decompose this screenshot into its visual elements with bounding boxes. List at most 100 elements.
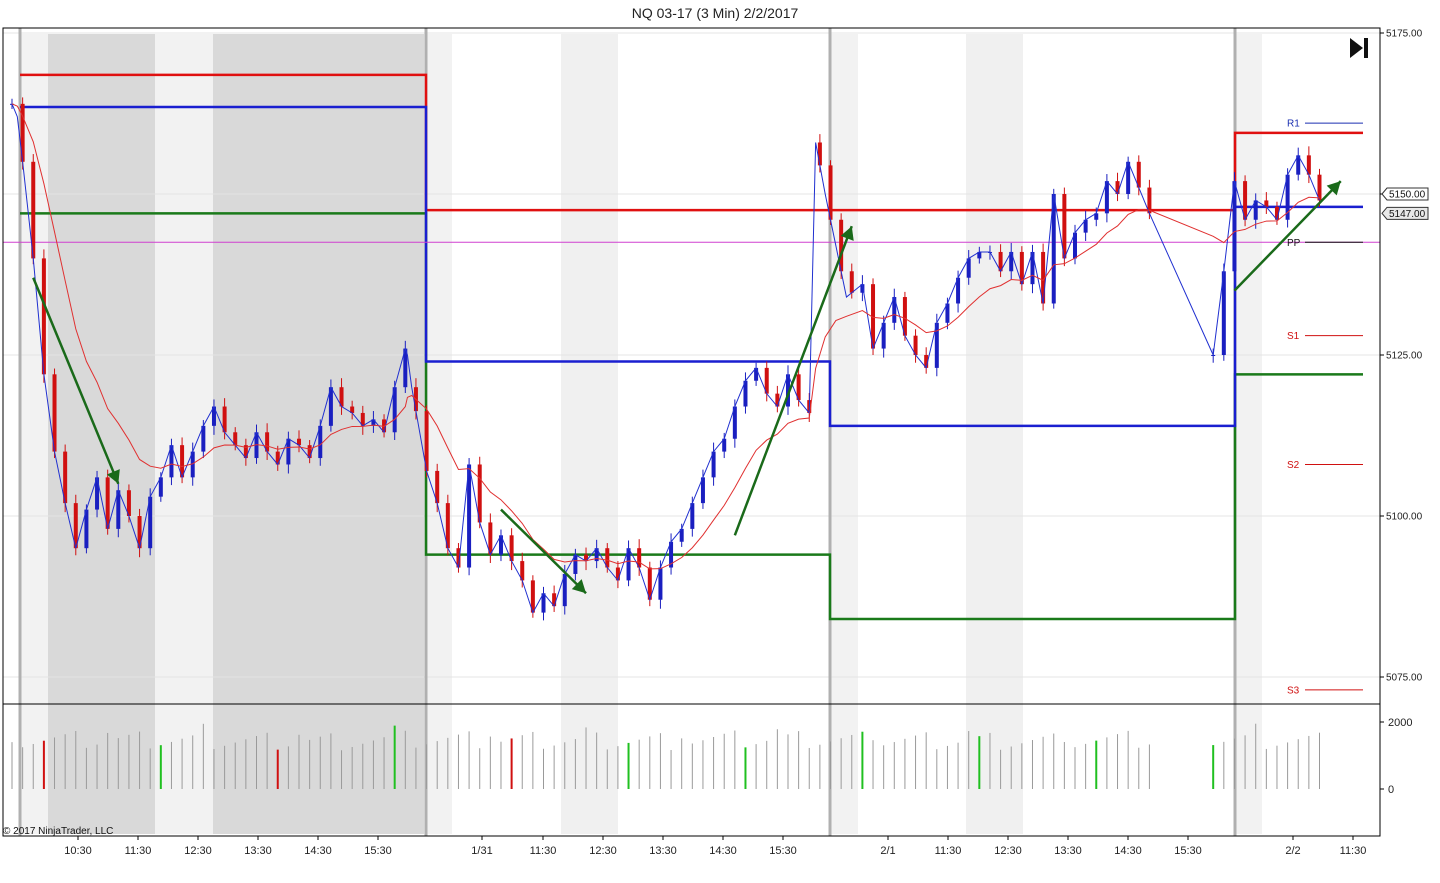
price-bar (1030, 251, 1035, 285)
price-bar (1147, 187, 1152, 214)
price-bar (488, 522, 493, 555)
time-tick-label: 14:30 (304, 845, 332, 857)
price-bar (700, 477, 705, 504)
price-bar (190, 451, 195, 478)
price-bar (137, 516, 142, 549)
price-tick-label: 5175.00 (1386, 29, 1423, 40)
price-bar (679, 528, 684, 542)
price-bar (435, 470, 440, 504)
time-tick-label: 12:30 (589, 845, 617, 857)
price-bar (211, 406, 216, 426)
pivot-label: PP (1287, 238, 1301, 249)
price-bar (456, 548, 461, 568)
price-bar (796, 374, 801, 401)
price-bar (637, 548, 642, 568)
price-bar (95, 477, 100, 510)
price-bar (477, 464, 482, 523)
price-bar (562, 573, 567, 607)
session-band (829, 34, 858, 834)
price-bar (1296, 155, 1301, 175)
price-bar (977, 251, 982, 259)
pivot-label: S3 (1287, 685, 1300, 696)
trend-arrow-line (1233, 180, 1342, 292)
price-badge-label: 5150.00 (1389, 190, 1426, 201)
price-bar (1317, 174, 1322, 201)
price-bar (275, 451, 280, 465)
price-bar (1115, 181, 1120, 194)
price-bar (297, 438, 302, 446)
price-bar (1019, 251, 1024, 285)
time-tick-label: 15:30 (769, 845, 797, 857)
price-bar (860, 284, 865, 293)
price-bar (41, 258, 46, 375)
volume-tick-label: 2000 (1388, 717, 1412, 729)
time-tick-label: 13:30 (1054, 845, 1082, 857)
time-tick-label: 11:30 (1340, 845, 1367, 857)
price-bar (222, 406, 227, 433)
time-tick-label: 12:30 (994, 845, 1022, 857)
price-bar (892, 297, 897, 323)
price-bar (732, 406, 737, 439)
time-axis: 10:30 11:30 12:30 13:30 14:30 15:30 1/31 11:30 1… (64, 836, 1366, 857)
price-bar (998, 251, 1003, 272)
price-bar (1051, 194, 1056, 304)
price-bar (1104, 181, 1109, 214)
volume-tick-label: 0 (1388, 784, 1394, 796)
scroll-to-end-button[interactable] (1350, 38, 1368, 58)
price-bar (498, 535, 503, 555)
price-bar (743, 380, 748, 407)
price-bar (530, 580, 535, 613)
price-bar (233, 432, 238, 446)
price-bar (1136, 161, 1141, 188)
price-bar (1126, 161, 1131, 194)
indicator-overlays (11, 103, 1342, 614)
volume-axis: 0 2000 (1380, 717, 1412, 796)
price-bar (956, 277, 961, 304)
time-tick-label: 14:30 (709, 845, 737, 857)
session-band (1234, 34, 1262, 834)
price-bar (180, 445, 185, 478)
moving-average-line (11, 103, 1320, 570)
price-bar (626, 548, 631, 581)
price-bar (722, 438, 727, 452)
price-bar (467, 464, 472, 568)
price-bar (307, 445, 312, 459)
price-bar (541, 593, 546, 613)
price-tick-label: 5075.00 (1386, 673, 1423, 684)
time-tick-label: 15:30 (364, 845, 392, 857)
price-bar (839, 219, 844, 272)
price-tick-label: 5100.00 (1386, 512, 1423, 523)
price-bar (934, 322, 939, 368)
price-bar (169, 445, 174, 478)
price-bar (392, 387, 397, 433)
trend-arrow-head (840, 226, 854, 241)
time-tick-label: 11:30 (530, 845, 557, 857)
time-tick-label: 2/2 (1285, 845, 1300, 857)
price-bar (785, 374, 790, 407)
price-bar (690, 503, 695, 529)
trend-arrow-head (106, 469, 120, 484)
pivot-labels: R1 PP S1 S2 S3 (1287, 119, 1363, 696)
price-bar (360, 412, 365, 426)
time-tick-label: 11:30 (935, 845, 962, 857)
play-icon (1350, 38, 1363, 58)
price-badge (1381, 206, 1429, 220)
price-bar (116, 490, 121, 529)
price-bar (31, 161, 36, 259)
price-bar (764, 367, 769, 394)
price-bar (371, 419, 376, 426)
price-bar (1232, 181, 1237, 272)
price-bar (126, 490, 131, 516)
price-bar (605, 548, 610, 568)
price-bar (424, 411, 429, 471)
price-bar (84, 509, 89, 549)
price-bar (1041, 251, 1046, 304)
price-bar (1306, 155, 1311, 175)
price-bar (1221, 271, 1226, 355)
price-badge (1381, 187, 1429, 201)
price-bar (20, 103, 25, 162)
time-tick-label: 15:30 (1174, 845, 1202, 857)
price-bar (520, 561, 525, 581)
price-axis: 5075.00 5100.00 5125.00 5150.00 5175.00 (1380, 29, 1423, 684)
